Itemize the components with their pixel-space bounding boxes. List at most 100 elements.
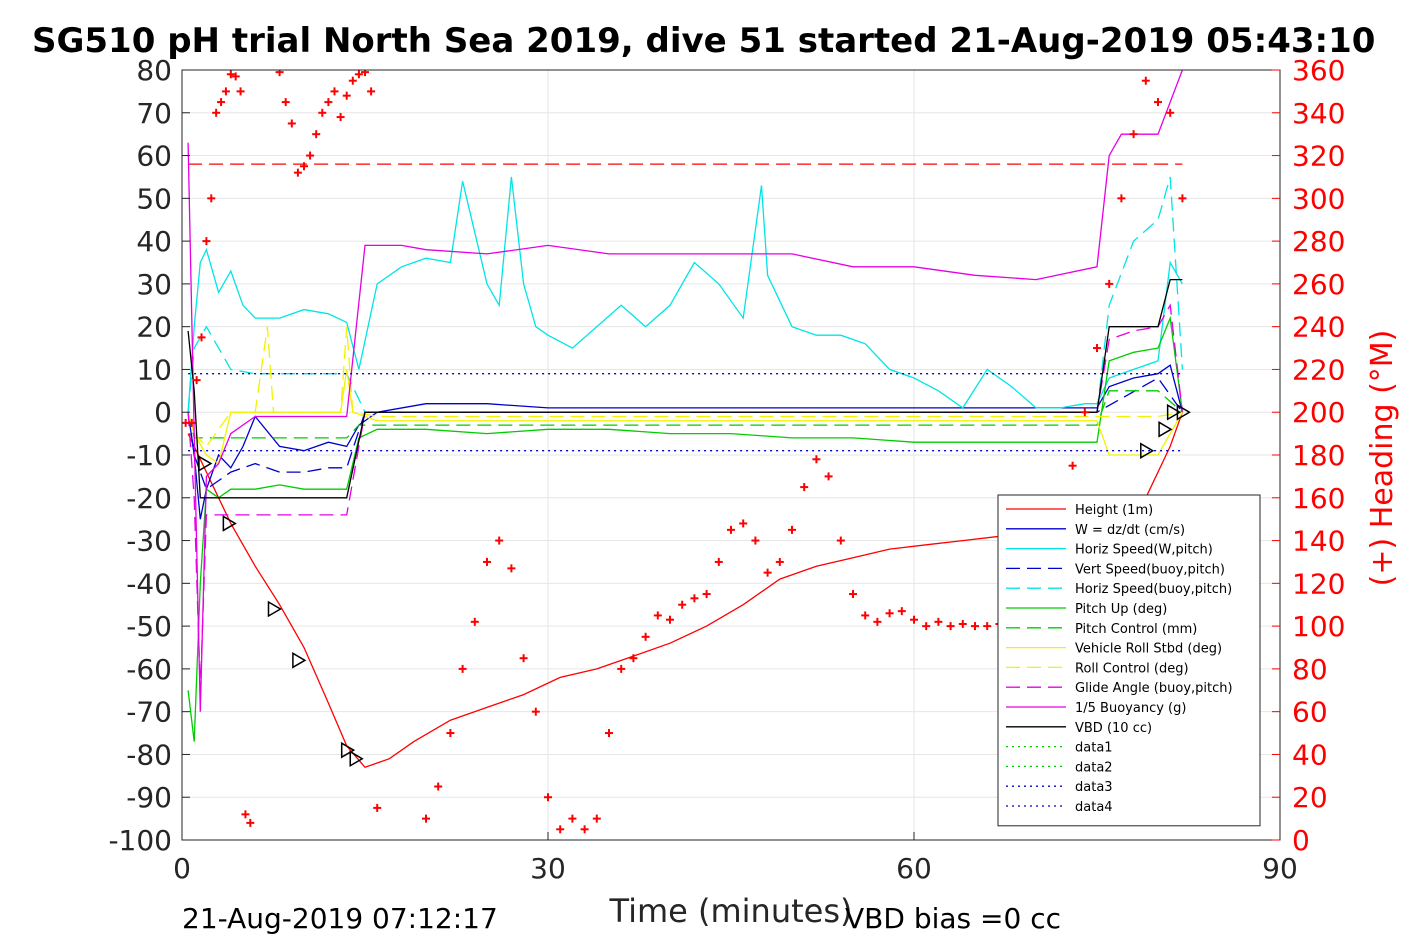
heading-point (495, 536, 504, 545)
heading-point (330, 87, 339, 96)
y-right-tick-label: 240 (1292, 311, 1345, 344)
triangle-marker (1140, 442, 1155, 460)
y-tick-label: 70 (136, 97, 172, 130)
legend-entry: 1/5 Buoyancy (g) (1006, 701, 1186, 716)
heading-point (971, 622, 979, 631)
chart-title: SG510 pH trial North Sea 2019, dive 51 s… (32, 21, 1375, 61)
x-tick-label: 30 (530, 852, 566, 885)
heading-point (470, 617, 479, 626)
legend-entry: Roll Control (deg) (1006, 661, 1189, 676)
x-axis-label: Time (minutes) (609, 892, 853, 930)
series-line-horiz-speed-buoy-pitch (187, 176, 1184, 413)
heading-point (849, 590, 857, 599)
heading-point (519, 654, 528, 663)
legend-entry: Vehicle Roll Stbd (deg) (1006, 642, 1222, 657)
legend-label: data4 (1075, 800, 1113, 815)
legend-entry: Glide Angle (buoy,pitch) (1006, 681, 1233, 696)
y-right-tick-label: 160 (1292, 482, 1345, 515)
heading-point (812, 455, 821, 464)
heading-point (192, 376, 201, 385)
y-tick-label: -90 (126, 781, 172, 814)
legend-entry: Height (1m) (1006, 503, 1153, 518)
heading-point (824, 472, 833, 481)
heading-point (1093, 344, 1101, 353)
y-right-tick-label: 0 (1292, 824, 1310, 857)
heading-point (775, 557, 784, 566)
heading-point (217, 98, 226, 107)
y-right-tick-label: 300 (1292, 182, 1345, 215)
heading-point (727, 525, 735, 534)
heading-point (281, 98, 290, 107)
legend-entry: Horiz Speed(buoy,pitch) (1006, 582, 1232, 597)
y-tick-label: 20 (136, 311, 172, 344)
heading-point (483, 557, 491, 566)
legend-label: 1/5 Buoyancy (g) (1075, 701, 1186, 716)
heading-point (324, 98, 333, 107)
x-tick-label: 0 (173, 852, 191, 885)
heading-point (922, 622, 931, 631)
heading-point (446, 729, 455, 738)
heading-point (910, 615, 918, 624)
heading-point (714, 557, 723, 566)
heading-point (246, 818, 255, 827)
legend-entry: Vert Speed(buoy,pitch) (1006, 562, 1225, 577)
legend-label: data3 (1075, 780, 1113, 795)
heading-point (1080, 408, 1089, 417)
y-tick-label: -30 (126, 525, 172, 558)
heading-point (336, 113, 345, 122)
heading-point (861, 611, 870, 620)
heading-point (367, 87, 376, 96)
y-tick-label: -70 (126, 696, 172, 729)
triangle-marker (349, 750, 364, 768)
legend-label: Vehicle Roll Stbd (deg) (1075, 642, 1222, 657)
heading-point (800, 483, 809, 492)
heading-point (293, 168, 302, 177)
y-right-tick-label: 60 (1292, 696, 1328, 729)
y-right-tick-label: 360 (1292, 54, 1345, 87)
heading-point (434, 782, 443, 791)
y-right-tick-label: 320 (1292, 140, 1345, 173)
heading-point (556, 825, 565, 834)
heading-point (592, 814, 601, 823)
heading-point (788, 525, 796, 534)
legend: Height (1m) W = dz/dt (cm/s) Horiz Speed(W… (997, 494, 1261, 827)
heading-point (212, 108, 221, 117)
y-tick-label: 60 (136, 140, 172, 173)
heading-point (1068, 461, 1077, 470)
heading-point (221, 87, 230, 96)
heading-point (1141, 76, 1150, 85)
legend-entry: VBD (10 cc) (1006, 721, 1152, 736)
heading-point (690, 594, 699, 603)
legend-entry: data3 (1006, 780, 1113, 795)
legend-label: Pitch Control (mm) (1075, 622, 1197, 637)
triangle-marker (1158, 421, 1173, 438)
heading-point (678, 600, 687, 609)
heading-point (226, 70, 235, 79)
y-right-tick-label: 280 (1292, 225, 1345, 258)
triangle-marker (267, 600, 282, 618)
heading-point (507, 564, 516, 573)
x-tick-label: 60 (896, 852, 932, 885)
heading-point (312, 130, 321, 139)
heading-point (348, 76, 357, 85)
heading-point (1129, 130, 1138, 139)
y-tick-label: 80 (136, 54, 172, 87)
triangle-marker (340, 741, 356, 759)
legend-box (997, 494, 1261, 827)
y-axis-left: 80 70 60 50 40 30 20 10 0 -10 -20 -30 -40 -50 -60 -70 -8… (108, 54, 190, 857)
y-tick-label: -60 (126, 653, 172, 686)
heading-point (422, 814, 430, 823)
heading-point (1154, 98, 1162, 107)
y-right-tick-label: 180 (1292, 439, 1345, 472)
legend-label: Horiz Speed(W,pitch) (1075, 543, 1213, 558)
triangle-marker (198, 455, 213, 472)
heading-point (1178, 194, 1187, 203)
timestamp-footer: 21-Aug-2019 07:12:17 (182, 902, 498, 935)
heading-point (342, 91, 351, 100)
heading-point (617, 664, 626, 673)
heading-point (241, 810, 250, 819)
legend-entry: data2 (1006, 760, 1113, 775)
series-layer (182, 70, 1191, 834)
y-tick-label: -100 (108, 824, 172, 857)
